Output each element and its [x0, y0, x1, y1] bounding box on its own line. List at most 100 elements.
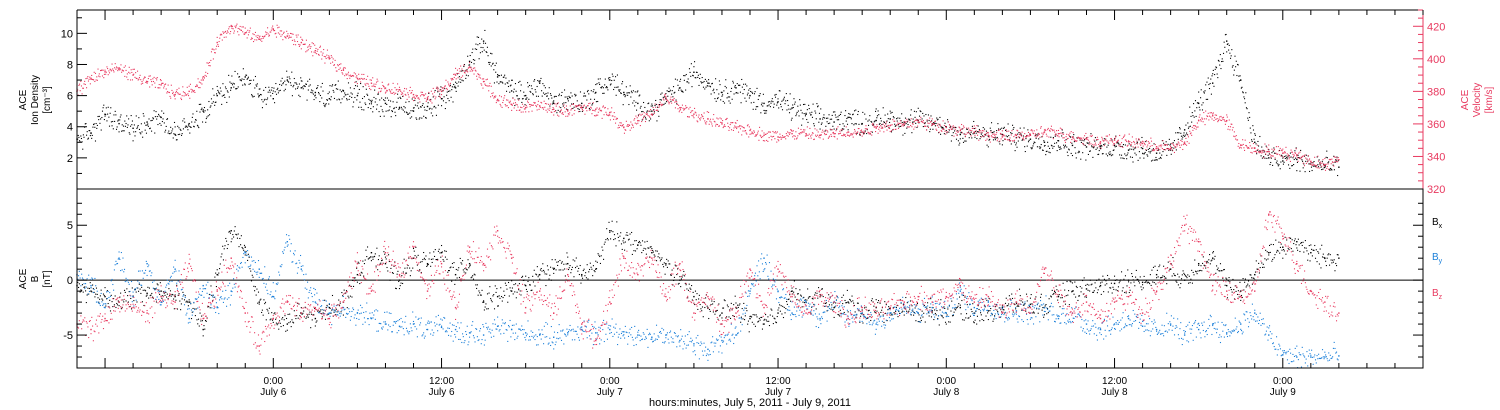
- velocity-series-dot: [547, 108, 549, 110]
- ion-density-series-dot: [1286, 157, 1288, 159]
- ion-density-series-dot: [312, 90, 314, 92]
- ion-density-series-dot: [517, 98, 519, 100]
- ion-density-series-dot: [360, 106, 362, 108]
- velocity-series-dot: [694, 107, 696, 109]
- velocity-series-dot: [1106, 140, 1108, 142]
- ion-density-series-dot: [760, 104, 763, 106]
- ion-density-series-dot: [903, 124, 905, 126]
- bx-series-dot: [91, 291, 93, 293]
- bx-series-dot: [169, 290, 172, 292]
- ion-density-series-point-10: [216, 94, 218, 97]
- ion-density-series-dot: [625, 86, 627, 88]
- bx-series-dot: [337, 304, 339, 306]
- ion-density-series-dot: [812, 103, 814, 105]
- velocity-series-dot: [374, 85, 376, 87]
- velocity-series-dot: [408, 96, 410, 98]
- velocity-series-dot: [853, 132, 855, 134]
- velocity-series-dot: [1273, 149, 1275, 151]
- bx-series-dot: [427, 263, 429, 266]
- velocity-series-dot: [1168, 147, 1170, 150]
- bx-series-dot: [518, 289, 520, 291]
- velocity-series-dot: [688, 108, 690, 110]
- bx-series-dot: [400, 282, 402, 284]
- ion-density-series-dot: [1016, 146, 1018, 148]
- velocity-series-dot: [150, 79, 152, 81]
- bx-series-dot: [114, 295, 116, 297]
- ion-density-series-dot: [538, 81, 540, 83]
- velocity-series-dot: [1206, 115, 1208, 117]
- velocity-series-dot: [878, 126, 880, 128]
- velocity-series-dot: [1038, 133, 1040, 135]
- bx-series-dot: [410, 270, 412, 272]
- ion-density-series-dot: [756, 87, 758, 89]
- velocity-series-dot: [381, 81, 383, 83]
- velocity-series-dot: [1081, 139, 1083, 141]
- velocity-series-dot: [367, 83, 369, 85]
- velocity-series-dot: [565, 115, 567, 117]
- velocity-series-dot: [1236, 139, 1238, 141]
- ion-density-series-dot: [1015, 144, 1017, 146]
- ion-density-series-dot: [407, 113, 409, 115]
- velocity-series-dot: [143, 77, 145, 79]
- velocity-series-dot: [515, 103, 517, 105]
- ion-density-series-dot: [335, 88, 337, 90]
- velocity-series-dot: [1207, 112, 1209, 114]
- velocity-series-dot: [104, 69, 106, 71]
- bx-series-dot: [419, 261, 422, 263]
- velocity-series-dot: [339, 67, 341, 69]
- ion-density-series-dot: [1133, 149, 1135, 151]
- velocity-series-dot: [967, 132, 969, 134]
- ion-density-series-dot: [383, 115, 385, 117]
- ion-density-series-dot: [799, 104, 801, 106]
- bx-series-dot: [413, 250, 415, 252]
- bx-series-dot: [402, 282, 404, 285]
- velocity-series-dot: [267, 27, 269, 29]
- ion-density-series-dot: [570, 92, 572, 94]
- velocity-series-dot: [650, 114, 652, 116]
- ion-density-series-dot: [125, 122, 127, 125]
- velocity-series-dot: [85, 78, 87, 80]
- ion-density-series-dot: [901, 121, 903, 124]
- velocity-series-dot: [991, 136, 993, 138]
- ion-density-series-dot: [456, 82, 458, 84]
- bx-series-dot: [300, 312, 302, 314]
- bx-series-dot: [582, 269, 584, 272]
- ion-density-series-dot: [203, 106, 206, 109]
- ion-density-series-dot: [1054, 142, 1056, 144]
- velocity-series-dot: [707, 117, 709, 120]
- velocity-series-dot: [542, 106, 544, 109]
- ion-density-series-dot: [435, 107, 437, 109]
- ion-density-series-dot: [1328, 161, 1330, 163]
- ion-density-series-dot: [1219, 54, 1221, 56]
- ion-density-series-dot: [976, 131, 979, 133]
- ion-density-series-dot: [314, 94, 316, 96]
- velocity-series-dot: [1224, 120, 1226, 122]
- velocity-series-dot: [367, 75, 369, 77]
- ion-density-series-dot: [180, 134, 183, 136]
- ion-density-series-dot: [479, 43, 481, 45]
- bx-series-dot: [618, 240, 620, 242]
- bx-series-dot: [175, 299, 177, 301]
- bx-series-dot: [209, 307, 211, 309]
- velocity-series-dot: [268, 35, 270, 37]
- velocity-series-dot: [395, 89, 397, 91]
- velocity-series-dot: [994, 136, 996, 138]
- velocity-series-dot: [272, 28, 274, 30]
- ion-density-series-dot: [1226, 51, 1228, 53]
- ion-density-series-dot: [1287, 164, 1290, 166]
- velocity-series-dot: [713, 120, 715, 122]
- ion-density-series-dot: [161, 110, 163, 112]
- ion-density-series-dot: [1233, 74, 1235, 76]
- bx-series-dot: [309, 311, 311, 313]
- velocity-series-dot: [808, 133, 810, 135]
- ion-density-series-dot: [520, 84, 522, 86]
- ion-density-series-dot: [836, 128, 838, 130]
- ion-density-series-dot: [1073, 141, 1075, 143]
- bx-series-dot: [211, 294, 213, 296]
- ion-density-series-dot: [1235, 60, 1237, 62]
- ion-density-series-dot: [1010, 143, 1012, 145]
- ion-density-series-dot: [871, 131, 873, 133]
- ion-density-series-dot: [614, 76, 617, 78]
- ion-density-series-dot: [233, 83, 235, 85]
- ion-density-series-dot: [730, 90, 732, 93]
